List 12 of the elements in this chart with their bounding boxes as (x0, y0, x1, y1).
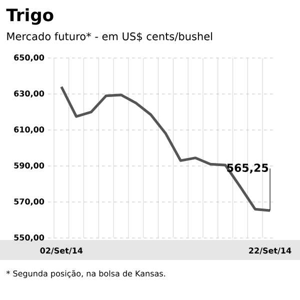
chart-subtitle: Mercado futuro* - em US$ cents/bushel (7, 32, 212, 42)
text: * Segunda posição, na bolsa de Kansas. (6, 270, 166, 278)
y-tick-label: 630,00 (14, 90, 44, 98)
y-tick-label: 590,00 (14, 162, 44, 170)
x-tick-label: 22/Set/14 (249, 248, 292, 254)
x-tick-label: 02/Set/14 (40, 248, 83, 254)
y-tick-label: 610,00 (14, 126, 44, 134)
y-tick-label: 650,00 (14, 54, 44, 62)
y-tick-label: 550,00 (14, 234, 44, 242)
chart-title: Trigo (6, 8, 54, 25)
line-series (60, 86, 272, 212)
y-tick-label: 570,00 (14, 198, 44, 206)
